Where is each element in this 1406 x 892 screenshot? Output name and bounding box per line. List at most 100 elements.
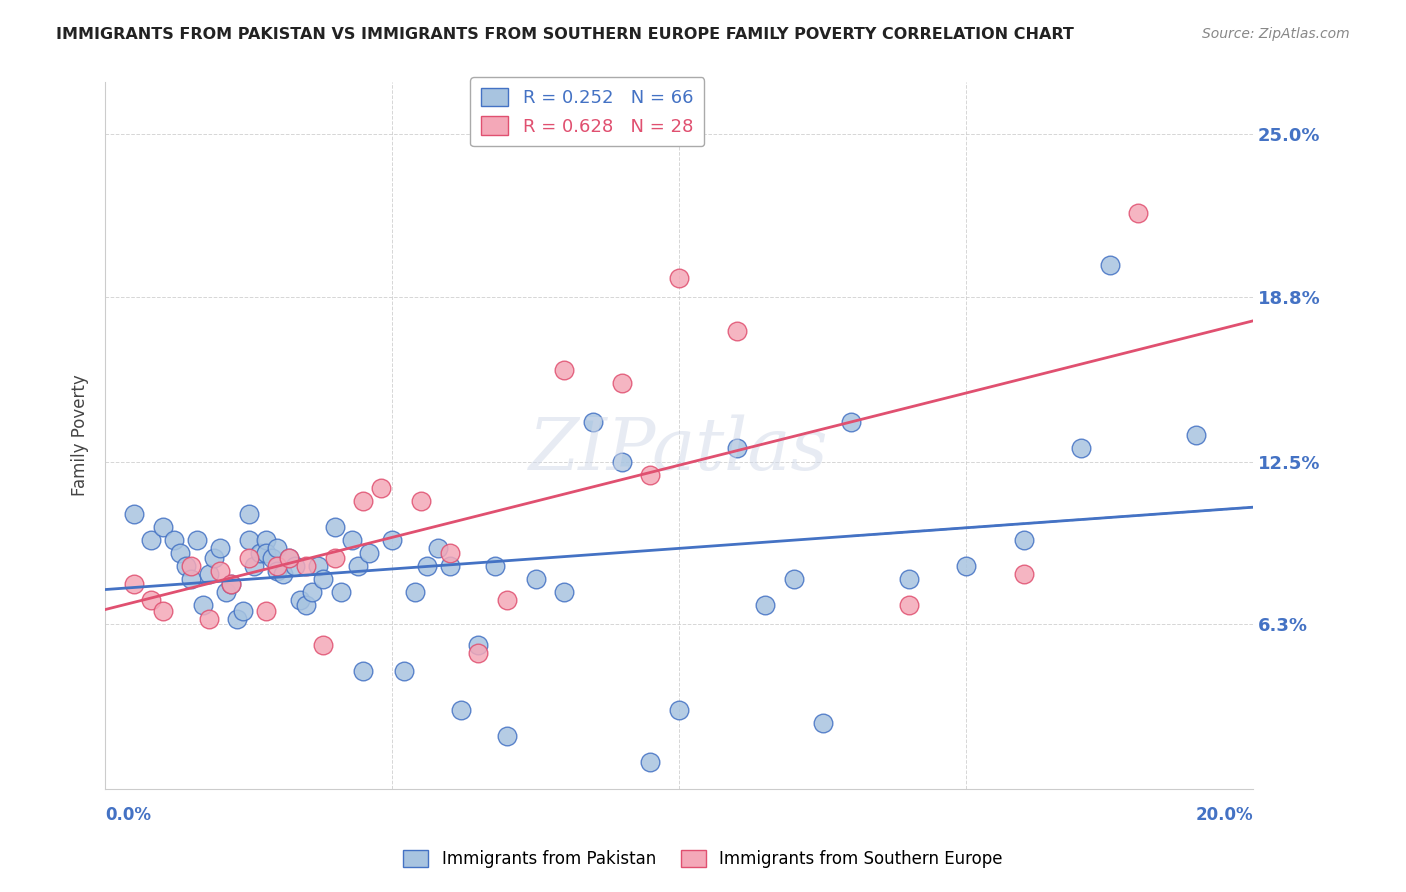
Point [467, 638, 489, 652]
Point [238, 551, 260, 566]
Point [122, 507, 145, 521]
Point [260, 551, 283, 566]
Point [340, 533, 363, 547]
Point [323, 551, 346, 566]
Point [359, 546, 381, 560]
Point [897, 599, 920, 613]
Point [484, 559, 506, 574]
Point [312, 638, 335, 652]
Y-axis label: Family Poverty: Family Poverty [72, 375, 89, 496]
Point [215, 585, 238, 599]
Point [640, 467, 662, 482]
Point [582, 415, 605, 429]
Point [226, 611, 249, 625]
Point [1128, 206, 1150, 220]
Point [152, 520, 174, 534]
Text: ZIPatlas: ZIPatlas [529, 414, 830, 484]
Point [955, 559, 977, 574]
Point [307, 559, 329, 574]
Point [353, 493, 375, 508]
Point [243, 559, 266, 574]
Point [610, 454, 633, 468]
Point [295, 599, 318, 613]
Point [409, 493, 432, 508]
Point [266, 541, 288, 555]
Point [1098, 258, 1121, 272]
Point [439, 546, 461, 560]
Point [725, 442, 748, 456]
Point [254, 533, 277, 547]
Point [232, 604, 254, 618]
Point [553, 585, 575, 599]
Point [610, 376, 633, 390]
Point [553, 363, 575, 377]
Point [122, 577, 145, 591]
Point [439, 559, 461, 574]
Text: IMMIGRANTS FROM PAKISTAN VS IMMIGRANTS FROM SOUTHERN EUROPE FAMILY POVERTY CORRE: IMMIGRANTS FROM PAKISTAN VS IMMIGRANTS F… [56, 27, 1074, 42]
Point [668, 703, 690, 717]
Point [839, 415, 862, 429]
Point [1184, 428, 1206, 442]
Point [180, 572, 202, 586]
Point [323, 520, 346, 534]
Point [174, 559, 197, 574]
Text: Source: ZipAtlas.com: Source: ZipAtlas.com [1202, 27, 1350, 41]
Point [346, 559, 368, 574]
Point [221, 577, 243, 591]
Point [284, 559, 307, 574]
Text: 20.0%: 20.0% [1195, 806, 1253, 824]
Point [197, 567, 219, 582]
Text: 0.0%: 0.0% [105, 806, 152, 824]
Point [191, 599, 214, 613]
Point [139, 533, 162, 547]
Point [249, 546, 271, 560]
Point [754, 599, 776, 613]
Point [450, 703, 472, 717]
Point [404, 585, 426, 599]
Point [266, 565, 288, 579]
Point [312, 572, 335, 586]
Point [783, 572, 806, 586]
Point [725, 324, 748, 338]
Point [266, 559, 288, 574]
Point [208, 541, 231, 555]
Point [290, 593, 312, 607]
Point [277, 551, 299, 566]
Point [202, 551, 225, 566]
Point [180, 559, 202, 574]
Point [467, 646, 489, 660]
Point [186, 533, 208, 547]
Legend: R = 0.252   N = 66, R = 0.628   N = 28: R = 0.252 N = 66, R = 0.628 N = 28 [471, 77, 704, 146]
Point [197, 611, 219, 625]
Point [329, 585, 352, 599]
Point [277, 551, 299, 566]
Point [139, 593, 162, 607]
Point [163, 533, 186, 547]
Point [152, 604, 174, 618]
Point [381, 533, 404, 547]
Point [301, 585, 323, 599]
Legend: Immigrants from Pakistan, Immigrants from Southern Europe: Immigrants from Pakistan, Immigrants fro… [396, 843, 1010, 875]
Point [496, 729, 519, 743]
Point [208, 565, 231, 579]
Point [668, 271, 690, 285]
Point [169, 546, 191, 560]
Point [1070, 442, 1092, 456]
Point [254, 604, 277, 618]
Point [295, 559, 318, 574]
Point [254, 546, 277, 560]
Point [415, 559, 437, 574]
Point [238, 533, 260, 547]
Point [271, 567, 294, 582]
Point [1012, 533, 1035, 547]
Point [897, 572, 920, 586]
Point [221, 577, 243, 591]
Point [392, 664, 415, 678]
Point [370, 481, 392, 495]
Point [524, 572, 547, 586]
Point [811, 716, 834, 731]
Point [640, 756, 662, 770]
Point [427, 541, 450, 555]
Point [1012, 567, 1035, 582]
Point [353, 664, 375, 678]
